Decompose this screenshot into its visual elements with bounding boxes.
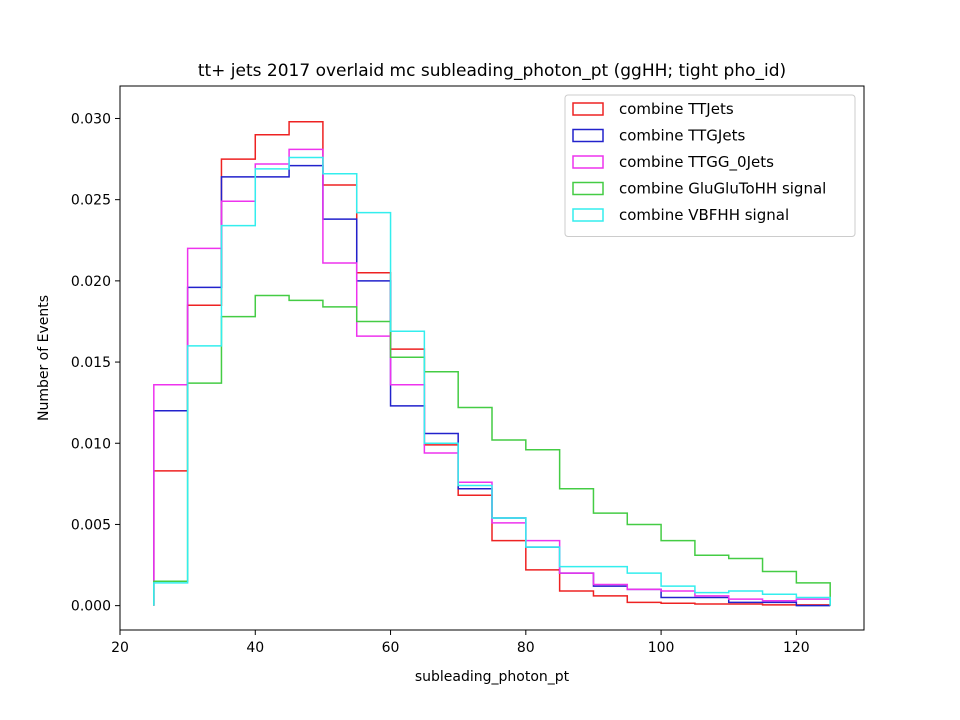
legend-swatch	[572, 208, 604, 222]
legend-entry-label: combine TTGG_0Jets	[619, 153, 774, 172]
series-0-step-line	[153, 120, 831, 606]
y-tick-label: 0.015	[71, 355, 111, 371]
series-4-step-line	[153, 156, 831, 606]
y-tick-label: 0.025	[71, 193, 111, 209]
legend-entry-label: combine TTGJets	[619, 127, 745, 145]
y-tick-label: 0.005	[71, 517, 111, 533]
legend-box	[564, 94, 856, 237]
legend-swatch	[572, 155, 604, 169]
plot-frame	[119, 85, 865, 631]
legend-entry-label: combine GluGluToHH signal	[619, 180, 826, 198]
x-axis-label: subleading_photon_pt	[415, 669, 570, 685]
x-tick-label: 40	[246, 640, 264, 656]
x-tick-label: 80	[517, 640, 535, 656]
chart-title: tt+ jets 2017 overlaid mc subleading_pho…	[198, 61, 786, 81]
y-tick-label: 0.000	[71, 599, 111, 615]
y-tick-label: 0.020	[71, 274, 111, 290]
x-tick-label: 20	[111, 640, 129, 656]
x-tick-label: 60	[382, 640, 400, 656]
y-axis-label: Number of Events	[36, 295, 52, 421]
y-axis: 0.000 0.005 0.010 0.015 0.020 0.025 0.030	[71, 111, 120, 615]
y-tick-label: 0.030	[71, 111, 111, 127]
legend-entry-label: combine TTJets	[619, 100, 734, 118]
x-tick-label: 100	[648, 640, 675, 656]
legend-entry-label: combine VBFHH signal	[619, 206, 789, 224]
series-1-step-line	[153, 164, 831, 607]
legend: combine TTJets combine TTGJets combine TTG…	[564, 94, 856, 237]
legend-swatch	[572, 102, 604, 116]
legend-swatch	[572, 128, 604, 143]
x-axis: 20 40 60 80 100 120	[111, 630, 810, 656]
x-tick-label: 120	[783, 640, 810, 656]
series-3-step-line	[153, 294, 831, 606]
legend-swatch	[572, 181, 604, 196]
series-layer	[153, 120, 831, 607]
y-tick-label: 0.010	[71, 436, 111, 452]
